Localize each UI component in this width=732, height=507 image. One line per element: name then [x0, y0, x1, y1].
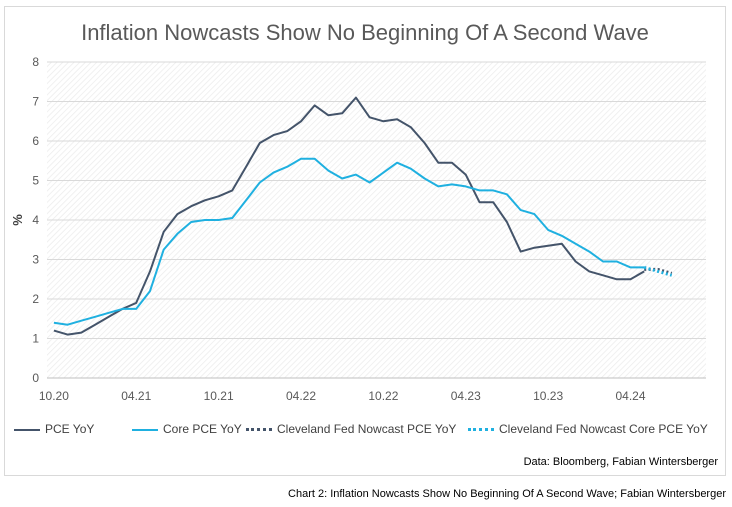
- x-tick-label: 10.21: [204, 389, 234, 403]
- legend-swatch-nowcast-core-pce: [468, 428, 494, 432]
- y-tick-label: 6: [32, 134, 39, 148]
- legend-label-nowcast-core-pce: Cleveland Fed Nowcast Core PCE YoY: [499, 422, 708, 436]
- legend-label-core-pce: Core PCE YoY: [163, 422, 242, 436]
- x-tick-label: 04.23: [451, 389, 481, 403]
- y-tick-label: 4: [32, 213, 39, 227]
- legend-swatch-pce: [14, 428, 40, 431]
- x-tick-label: 04.24: [615, 389, 645, 403]
- y-tick-label: 8: [32, 55, 39, 69]
- chart-title: Inflation Nowcasts Show No Beginning Of …: [81, 20, 649, 45]
- y-tick-label: 7: [32, 95, 39, 109]
- series-line-pce: [53, 96, 645, 336]
- legend-item-nowcast-pce: Cleveland Fed Nowcast PCE YoY: [246, 422, 456, 436]
- series-line-nowcast-core-pce: [643, 265, 673, 277]
- x-tick-label: 10.23: [533, 389, 563, 403]
- legend-item-core-pce: Core PCE YoY: [132, 422, 242, 436]
- legend-swatch-core-pce: [132, 428, 158, 431]
- source-note: Data: Bloomberg, Fabian Wintersberger: [523, 456, 718, 468]
- legend-label-pce: PCE YoY: [45, 422, 95, 436]
- legend-label-nowcast-pce: Cleveland Fed Nowcast PCE YoY: [277, 422, 457, 436]
- legend-item-nowcast-core-pce: Cleveland Fed Nowcast Core PCE YoY: [468, 422, 708, 436]
- x-tick-label: 10.22: [368, 389, 398, 403]
- y-tick-label: 3: [32, 253, 39, 267]
- legend-swatch-nowcast-pce: [246, 428, 272, 432]
- y-tick-label: 1: [32, 332, 39, 346]
- x-tick-label: 04.21: [121, 389, 151, 403]
- x-tick-label: 10.20: [39, 389, 69, 403]
- legend-item-pce: PCE YoY: [14, 422, 94, 436]
- y-axis-label: %: [10, 214, 25, 226]
- y-tick-label: 5: [32, 174, 39, 188]
- x-tick-label: 04.22: [286, 389, 316, 403]
- series-line-core-pce: [53, 157, 645, 326]
- y-tick-label: 2: [32, 292, 39, 306]
- figure-caption: Chart 2: Inflation Nowcasts Show No Begi…: [288, 488, 726, 500]
- y-tick-label: 0: [32, 371, 39, 385]
